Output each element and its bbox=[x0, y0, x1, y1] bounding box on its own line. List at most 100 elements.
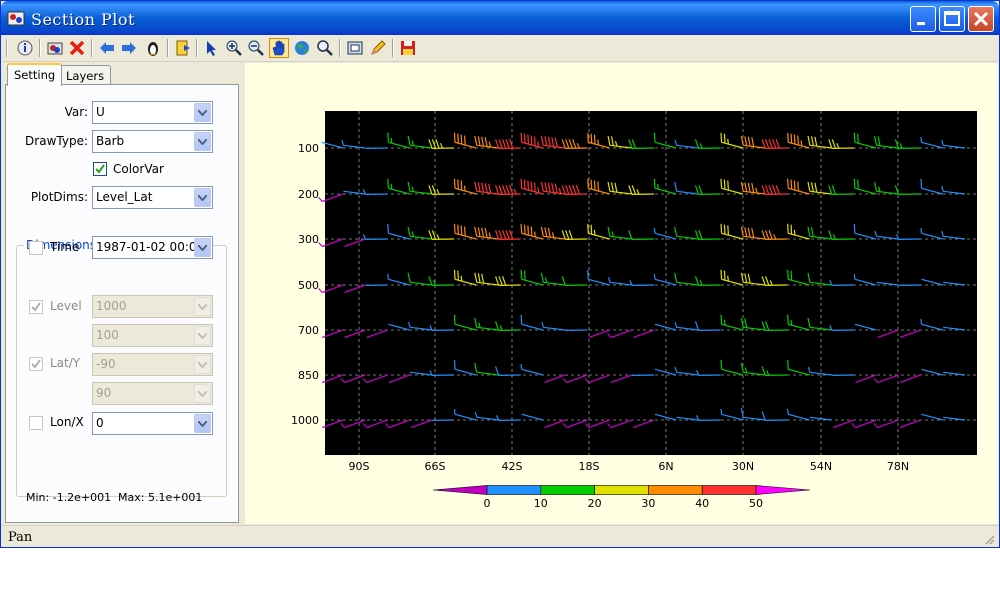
x-tick-label: 78N bbox=[887, 460, 909, 473]
wind-barb bbox=[853, 178, 877, 195]
y-tick-label: 700 bbox=[298, 324, 319, 337]
open-icon[interactable] bbox=[45, 38, 65, 58]
wind-barb bbox=[787, 269, 810, 286]
toolbar-separator bbox=[392, 39, 394, 57]
status-bar: Pan bbox=[2, 525, 999, 547]
wind-barb bbox=[407, 226, 432, 240]
wind-barb bbox=[787, 408, 810, 421]
plot-area[interactable]: 100 200 300 500 700 850 1000 90S 66S 42S 18S 6N 30N 5… bbox=[245, 63, 998, 524]
time-select[interactable]: 1987-01-02 00:00 bbox=[92, 236, 213, 259]
level-checkbox[interactable] bbox=[29, 300, 43, 314]
wind-barb bbox=[496, 415, 521, 421]
lat-checkbox[interactable] bbox=[29, 357, 43, 371]
wind-barb bbox=[520, 178, 544, 195]
chevron-down-icon[interactable] bbox=[194, 414, 211, 433]
wind-barb bbox=[474, 411, 499, 421]
wind-barb bbox=[720, 223, 744, 240]
wind-barb bbox=[740, 362, 766, 376]
wind-barb bbox=[740, 226, 766, 240]
lat-from-select[interactable]: -90 bbox=[92, 353, 213, 376]
wind-barb bbox=[740, 181, 766, 195]
remove-icon[interactable] bbox=[67, 38, 87, 58]
edit-icon[interactable] bbox=[368, 38, 388, 58]
time-checkbox[interactable] bbox=[29, 241, 43, 255]
title-bar[interactable]: Section Plot bbox=[1, 1, 999, 35]
wind-barb bbox=[809, 416, 832, 421]
wind-barb bbox=[607, 329, 633, 339]
close-button[interactable] bbox=[968, 6, 994, 32]
wind-barb bbox=[588, 329, 610, 339]
wind-barb bbox=[521, 413, 544, 421]
wind-barb bbox=[495, 366, 521, 376]
wind-barb bbox=[694, 185, 721, 195]
plotdims-select[interactable]: Level_Lat bbox=[92, 186, 213, 209]
drawtype-select[interactable]: Barb bbox=[92, 130, 213, 153]
wind-barb bbox=[740, 135, 766, 149]
maximize-button[interactable] bbox=[939, 6, 965, 32]
var-select[interactable]: U bbox=[92, 101, 213, 124]
wind-barb bbox=[761, 138, 788, 149]
wind-barb bbox=[384, 419, 410, 429]
wind-barb bbox=[761, 321, 788, 331]
wind-barb bbox=[429, 370, 455, 376]
zoom-in-icon[interactable] bbox=[224, 38, 244, 58]
save-icon[interactable] bbox=[398, 38, 418, 58]
chevron-down-icon[interactable] bbox=[194, 188, 211, 207]
wind-barb bbox=[694, 276, 721, 286]
colorbar-segment bbox=[540, 485, 595, 495]
back-icon[interactable] bbox=[97, 38, 117, 58]
wind-barb bbox=[544, 419, 566, 429]
toolbar-separator bbox=[196, 39, 198, 57]
layer-icon[interactable] bbox=[173, 38, 193, 58]
wind-barb bbox=[387, 223, 410, 240]
colorvar-label: ColorVar bbox=[113, 162, 164, 176]
y-tick-label: 850 bbox=[298, 369, 319, 382]
lon-value: 0 bbox=[96, 416, 104, 430]
wind-barb bbox=[495, 276, 521, 286]
select-icon[interactable] bbox=[202, 38, 222, 58]
colorvar-checkbox[interactable] bbox=[93, 162, 107, 176]
lat-to-select[interactable]: 90 bbox=[92, 382, 213, 405]
x-tick-label: 90S bbox=[349, 460, 370, 473]
check-icon bbox=[31, 359, 41, 369]
zoom-out-icon[interactable] bbox=[246, 38, 266, 58]
globe-icon[interactable] bbox=[292, 38, 312, 58]
resize-grip-icon[interactable] bbox=[983, 533, 995, 545]
level-from-select[interactable]: 1000 bbox=[92, 295, 213, 318]
wind-barb bbox=[387, 178, 410, 195]
chevron-down-icon[interactable] bbox=[194, 103, 211, 122]
lon-checkbox[interactable] bbox=[29, 416, 43, 430]
wind-barb bbox=[495, 139, 521, 149]
penguin-icon[interactable] bbox=[143, 38, 163, 58]
check-icon bbox=[95, 164, 105, 174]
pan-icon[interactable] bbox=[269, 38, 289, 58]
level-to-select[interactable]: 100 bbox=[92, 324, 213, 347]
tab-layers[interactable]: Layers bbox=[59, 65, 112, 87]
lon-select[interactable]: 0 bbox=[92, 412, 213, 435]
magnify-icon[interactable] bbox=[315, 38, 335, 58]
x-tick-label: 42S bbox=[502, 460, 523, 473]
info-icon[interactable] bbox=[15, 38, 35, 58]
wind-barb bbox=[628, 139, 655, 149]
y-tick-label: 500 bbox=[298, 279, 319, 292]
tab-setting[interactable]: Setting bbox=[7, 63, 63, 86]
wind-barb bbox=[696, 370, 721, 376]
wind-barb bbox=[943, 416, 966, 421]
wind-barb bbox=[408, 321, 432, 331]
frame-icon[interactable] bbox=[345, 38, 365, 58]
chevron-down-icon[interactable] bbox=[194, 132, 211, 151]
chevron-down-icon[interactable] bbox=[194, 238, 211, 257]
wind-barb bbox=[653, 178, 677, 195]
minimize-button[interactable] bbox=[910, 6, 936, 32]
wind-barb bbox=[607, 226, 632, 240]
wind-barb bbox=[387, 273, 410, 286]
plotdims-value: Level_Lat bbox=[96, 190, 153, 204]
wind-barb bbox=[340, 419, 366, 429]
forward-icon[interactable] bbox=[119, 38, 139, 58]
wind-barb bbox=[540, 226, 566, 240]
wind-barb bbox=[787, 314, 810, 331]
wind-barb bbox=[854, 323, 877, 331]
wind-barb bbox=[453, 132, 477, 149]
wind-barb bbox=[676, 416, 699, 421]
